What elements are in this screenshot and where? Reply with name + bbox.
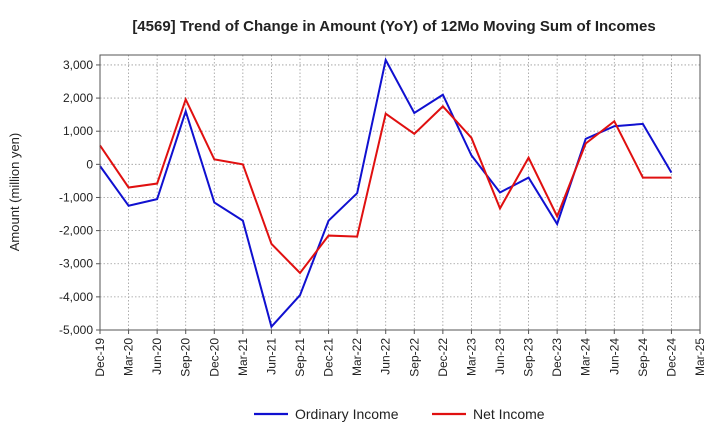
x-tick-label: Jun-22 bbox=[379, 338, 393, 375]
axes: Dec-19 Mar-20 Jun-20 Sep-20 Dec-20 Mar-21 Jun-… bbox=[59, 58, 707, 377]
x-tick-label: Sep-20 bbox=[179, 338, 193, 377]
y-axis-label: Amount (million yen) bbox=[7, 133, 22, 252]
y-tick-label: -4,000 bbox=[59, 290, 93, 304]
series-line-net-income bbox=[99, 96, 672, 275]
x-tick-label: Mar-20 bbox=[122, 338, 136, 376]
x-tick-label: Dec-20 bbox=[207, 338, 221, 377]
x-tick-label: Mar-23 bbox=[464, 338, 478, 376]
legend-label: Net Income bbox=[473, 406, 545, 422]
y-tick-label: -1,000 bbox=[59, 190, 93, 204]
x-tick-label: Dec-21 bbox=[322, 338, 336, 377]
x-tick-label: Jun-23 bbox=[493, 338, 507, 375]
x-tick-label: Mar-24 bbox=[579, 338, 593, 376]
plot-area bbox=[100, 55, 700, 330]
chart-title: [4569] Trend of Change in Amount (YoY) o… bbox=[132, 18, 655, 35]
x-tick-label: Mar-22 bbox=[350, 338, 364, 376]
y-tick-label: 1,000 bbox=[63, 124, 93, 138]
x-tick-label: Sep-22 bbox=[407, 338, 421, 377]
x-tick-label: Mar-21 bbox=[236, 338, 250, 376]
x-tick-label: Dec-19 bbox=[93, 338, 107, 377]
x-tick-label: Dec-24 bbox=[664, 338, 678, 377]
y-tick-label: -5,000 bbox=[59, 323, 93, 337]
x-tick-label: Jun-20 bbox=[150, 338, 164, 375]
y-tick-label: 0 bbox=[86, 157, 93, 171]
x-tick-label: Sep-23 bbox=[522, 338, 536, 377]
series-lines bbox=[99, 57, 673, 329]
legend: Ordinary Income Net Income bbox=[254, 406, 545, 422]
x-tick-label: Jun-24 bbox=[607, 338, 621, 375]
x-tick-label: Jun-21 bbox=[264, 338, 278, 375]
y-tick-label: -2,000 bbox=[59, 224, 93, 238]
legend-label: Ordinary Income bbox=[295, 406, 399, 422]
y-tick-label: 3,000 bbox=[63, 58, 93, 72]
x-tick-label: Sep-21 bbox=[293, 338, 307, 377]
y-tick-label: 2,000 bbox=[63, 91, 93, 105]
x-tick-label: Dec-22 bbox=[436, 338, 450, 377]
x-tick-label: Mar-25 bbox=[693, 338, 707, 376]
x-tick-label: Dec-23 bbox=[550, 338, 564, 377]
x-tick-label: Sep-24 bbox=[636, 338, 650, 377]
plot-frame bbox=[99, 54, 701, 331]
y-tick-label: -3,000 bbox=[59, 257, 93, 271]
